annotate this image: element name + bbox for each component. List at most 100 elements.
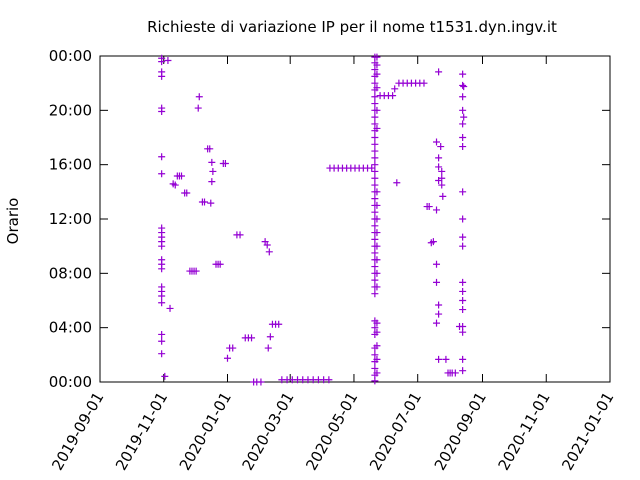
chart-title: Richieste di variazione IP per il nome t… (147, 18, 557, 36)
data-point (459, 328, 467, 336)
data-point (275, 320, 283, 328)
data-point (435, 355, 443, 363)
data-point (459, 367, 467, 375)
y-tick-label: 12:00 (49, 210, 92, 228)
data-point (459, 215, 467, 223)
data-point (371, 276, 379, 284)
data-point (263, 241, 271, 249)
data-point (393, 179, 401, 187)
data-point (207, 199, 215, 207)
data-point (208, 158, 216, 166)
data-point (158, 58, 166, 66)
x-tick-label: 2020-09-01 (431, 389, 490, 474)
data-point (257, 378, 265, 386)
data-point (208, 178, 216, 186)
data-point (373, 124, 381, 132)
data-point (420, 79, 428, 87)
data-point (158, 242, 166, 250)
data-point (371, 147, 379, 155)
data-point (459, 134, 467, 141)
data-point (158, 265, 166, 273)
data-point (433, 206, 441, 214)
data-point (435, 154, 443, 162)
data-point (373, 342, 381, 350)
data-point (433, 278, 441, 286)
data-point (373, 201, 381, 209)
data-point (158, 330, 166, 338)
data-point (178, 172, 186, 180)
data-point (161, 372, 169, 380)
data-point (171, 181, 179, 189)
data-point (433, 138, 441, 146)
data-point (236, 231, 244, 239)
data-point (371, 263, 379, 271)
data-point (438, 167, 446, 175)
data-point (391, 85, 399, 93)
data-point (371, 364, 379, 372)
y-tick-label: 16:00 (49, 156, 92, 174)
x-tick-label: 2021-01-01 (558, 389, 617, 474)
data-point (459, 233, 467, 241)
data-point (209, 167, 217, 175)
x-tick-label: 2019-09-01 (48, 389, 107, 474)
data-point (373, 369, 381, 377)
data-point (371, 93, 379, 101)
data-point (442, 355, 450, 363)
x-tick-label: 2020-03-01 (238, 389, 297, 474)
data-point (371, 167, 379, 175)
data-point (371, 100, 379, 108)
data-point (451, 369, 459, 377)
data-point (158, 72, 166, 80)
data-point (373, 242, 381, 250)
data-point (371, 195, 379, 203)
data-point (371, 174, 379, 182)
data-point (373, 283, 381, 291)
data-points (158, 53, 468, 386)
data-point (459, 188, 467, 196)
data-point (216, 260, 224, 268)
data-point (206, 145, 214, 153)
data-point (373, 61, 381, 69)
y-axis-ticks: 00:00 04:00 08:00 12:00 16:00 20:00 00:00 (49, 47, 610, 391)
data-point (371, 161, 379, 169)
plot-frame (99, 55, 611, 383)
data-point (373, 319, 381, 327)
data-point (373, 53, 381, 61)
data-point (373, 84, 381, 92)
data-point (438, 174, 446, 182)
y-axis-label: Orario (4, 198, 22, 245)
x-tick-label: 2020-07-01 (366, 389, 425, 474)
y-tick-label: 00:00 (49, 373, 92, 391)
x-tick-label: 2019-11-01 (112, 389, 171, 474)
data-point (158, 337, 166, 345)
data-point (371, 208, 379, 216)
data-point (433, 319, 441, 327)
data-point (433, 260, 441, 268)
data-point (373, 70, 381, 78)
data-point (166, 304, 174, 312)
data-point (459, 278, 467, 286)
data-point (371, 66, 379, 74)
data-point (158, 292, 166, 300)
y-tick-label: 20:00 (49, 101, 92, 119)
data-point (248, 334, 256, 342)
y-tick-label: 04:00 (49, 319, 92, 337)
data-point (371, 249, 379, 257)
data-point (429, 238, 437, 246)
x-axis-ticks: 2019-09-01 2019-11-01 2020-01-01 2020-03-01… (48, 56, 617, 474)
data-point (371, 134, 379, 141)
data-point (373, 215, 381, 223)
data-point (459, 355, 467, 363)
data-point (437, 143, 445, 151)
data-point (158, 350, 166, 358)
data-point (158, 153, 166, 161)
data-point (459, 93, 467, 101)
data-point (158, 107, 166, 115)
data-point (425, 203, 433, 211)
data-point (371, 222, 379, 230)
data-point (371, 377, 379, 385)
data-point (325, 376, 333, 384)
data-point (158, 170, 166, 178)
x-tick-label: 2020-11-01 (495, 389, 554, 474)
data-point (192, 267, 200, 275)
